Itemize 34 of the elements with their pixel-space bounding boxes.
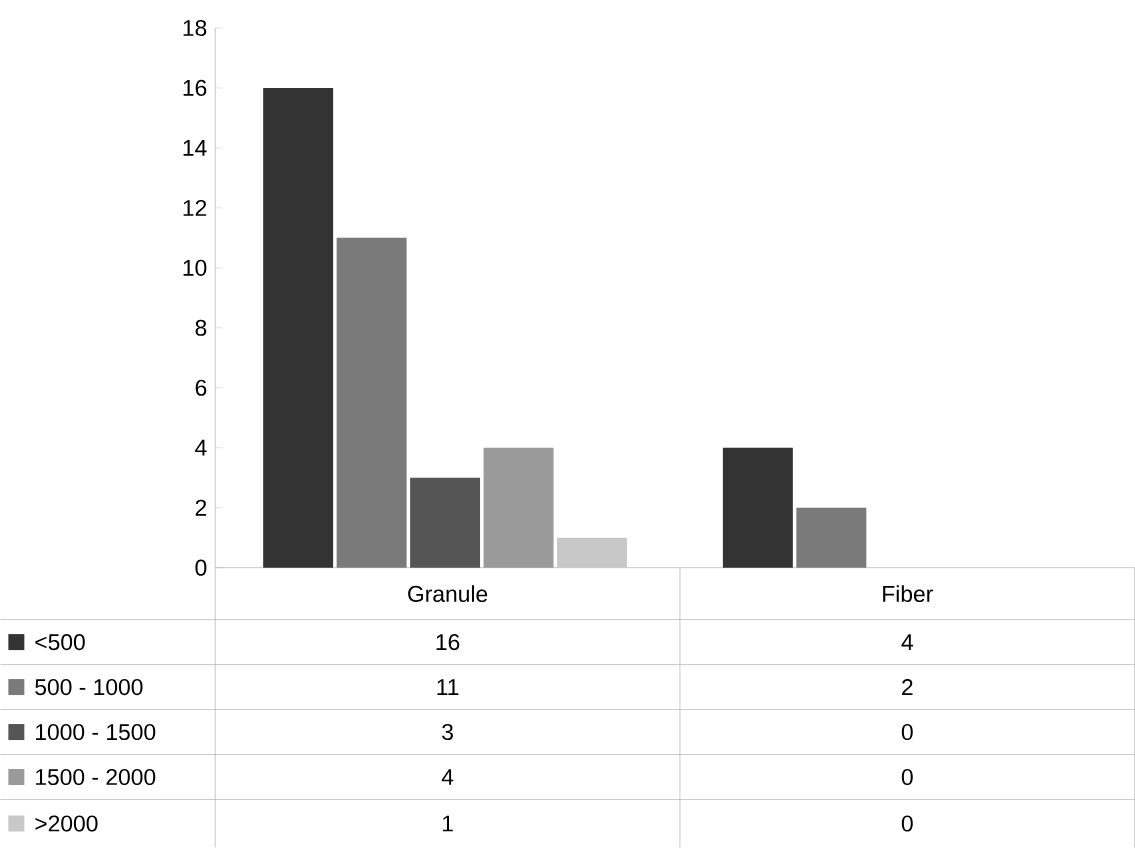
legend-label: 1000 - 1500 — [36, 723, 156, 740]
data-label: 2 — [902, 678, 913, 695]
bar — [483, 447, 554, 568]
legend-label: <500 — [35, 633, 85, 650]
bar — [410, 477, 481, 568]
bar — [263, 87, 334, 568]
bar — [796, 507, 867, 568]
y-tick-label: 10 — [183, 259, 207, 276]
bar — [557, 537, 627, 568]
data-label: 4 — [441, 768, 454, 785]
y-tick-label: 2 — [195, 499, 207, 516]
data-label: 0 — [901, 815, 913, 832]
bar — [336, 237, 407, 568]
x-tick-label: Granule — [408, 585, 488, 602]
y-tick-label: 4 — [195, 439, 207, 456]
legend-label: 500 - 1000 — [35, 678, 143, 695]
data-label: 16 — [436, 633, 460, 650]
data-label: 1 — [442, 815, 453, 832]
y-tick-label: 14 — [183, 139, 207, 156]
data-label: 0 — [901, 723, 913, 740]
bar — [722, 447, 793, 568]
y-tick-label: 8 — [195, 319, 207, 336]
data-label: 3 — [442, 723, 453, 740]
y-tick-label: 6 — [195, 379, 207, 396]
y-tick-label: 12 — [183, 199, 207, 216]
legend-label: >2000 — [35, 815, 98, 832]
y-tick-label: 0 — [195, 559, 207, 576]
legend-label: 1500 - 2000 — [36, 768, 156, 785]
data-label: 0 — [901, 768, 913, 785]
data-label: 11 — [437, 678, 459, 695]
y-tick-label: 18 — [183, 19, 207, 36]
y-tick-label: 16 — [183, 79, 207, 96]
data-label: 4 — [901, 634, 913, 650]
x-tick-label: Fiber — [883, 585, 933, 602]
